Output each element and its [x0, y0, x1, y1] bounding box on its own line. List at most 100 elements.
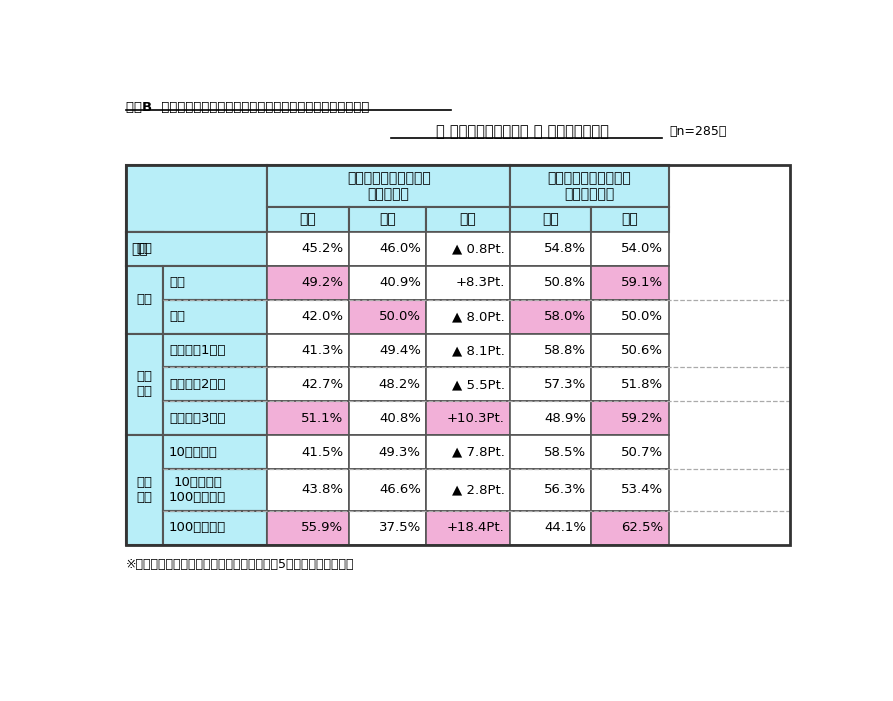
Bar: [163, 300, 267, 334]
Text: 女性: 女性: [169, 310, 185, 323]
Bar: [510, 435, 591, 469]
Text: 図表B  第７回「若手社員の仕事・会社に対する満足度」調査　／: 図表B 第７回「若手社員の仕事・会社に対する満足度」調査 ／: [126, 101, 369, 114]
Text: 54.8%: 54.8%: [544, 243, 586, 255]
Text: 55.9%: 55.9%: [301, 521, 343, 534]
Text: 変動: 変動: [460, 212, 477, 226]
Text: 49.2%: 49.2%: [301, 276, 343, 290]
Bar: [126, 165, 789, 545]
Text: 51.1%: 51.1%: [301, 411, 343, 425]
Text: 40.9%: 40.9%: [379, 276, 421, 290]
Text: 58.5%: 58.5%: [544, 446, 586, 458]
Bar: [267, 266, 349, 300]
Bar: [267, 402, 349, 435]
Bar: [510, 334, 591, 367]
Bar: [426, 469, 510, 511]
Bar: [510, 469, 591, 511]
Bar: [426, 367, 510, 402]
Bar: [349, 469, 426, 511]
Text: 56.3%: 56.3%: [544, 484, 586, 496]
Bar: [591, 334, 669, 367]
Bar: [163, 334, 267, 367]
Text: 49.4%: 49.4%: [379, 344, 421, 357]
Text: 40.8%: 40.8%: [379, 411, 421, 425]
Bar: [591, 266, 669, 300]
Text: 今回: 今回: [542, 212, 559, 226]
Bar: [426, 207, 510, 232]
Bar: [126, 334, 163, 435]
Text: １年後は勤務し続けて
いないと思う: １年後は勤務し続けて いないと思う: [547, 171, 631, 201]
Bar: [426, 402, 510, 435]
Text: 53.4%: 53.4%: [622, 484, 663, 496]
Bar: [510, 266, 591, 300]
Text: ▲ 8.1Pt.: ▲ 8.1Pt.: [452, 344, 505, 357]
Bar: [591, 232, 669, 266]
Text: 48.2%: 48.2%: [379, 378, 421, 391]
Text: 54.0%: 54.0%: [622, 243, 663, 255]
Bar: [349, 367, 426, 402]
Text: 59.2%: 59.2%: [622, 411, 663, 425]
Bar: [510, 165, 669, 207]
Text: ▲ 2.8Pt.: ▲ 2.8Pt.: [452, 484, 505, 496]
Text: 性別: 性別: [136, 293, 152, 306]
Text: 57.3%: 57.3%: [544, 378, 586, 391]
Text: ▲ 5.5Pt.: ▲ 5.5Pt.: [452, 378, 505, 391]
Text: 50.8%: 50.8%: [544, 276, 586, 290]
Bar: [426, 511, 510, 545]
Text: 62.5%: 62.5%: [622, 521, 663, 534]
Text: 43.8%: 43.8%: [301, 484, 343, 496]
Text: 45.2%: 45.2%: [301, 243, 343, 255]
Bar: [267, 334, 349, 367]
Text: ▲ 7.8Pt.: ▲ 7.8Pt.: [452, 446, 505, 458]
Text: 売上
規模: 売上 規模: [136, 476, 152, 504]
Text: 41.3%: 41.3%: [301, 344, 343, 357]
Bar: [591, 469, 669, 511]
Text: 58.8%: 58.8%: [544, 344, 586, 357]
Text: 51.8%: 51.8%: [622, 378, 663, 391]
Text: 10億円未満: 10億円未満: [169, 446, 218, 458]
Text: +10.3Pt.: +10.3Pt.: [446, 411, 505, 425]
Bar: [349, 402, 426, 435]
Bar: [126, 232, 267, 266]
Bar: [510, 511, 591, 545]
Text: 男性: 男性: [169, 276, 185, 290]
Bar: [349, 266, 426, 300]
Bar: [349, 232, 426, 266]
Bar: [426, 300, 510, 334]
Bar: [267, 367, 349, 402]
Text: 前回: 前回: [622, 212, 638, 226]
Bar: [510, 300, 591, 334]
Text: ▲ 8.0Pt.: ▲ 8.0Pt.: [452, 310, 505, 323]
Bar: [426, 266, 510, 300]
Text: 59.1%: 59.1%: [622, 276, 663, 290]
Bar: [349, 300, 426, 334]
Text: 37.5%: 37.5%: [379, 521, 421, 534]
Bar: [591, 511, 669, 545]
Text: 100億円以上: 100億円以上: [169, 521, 226, 534]
Bar: [163, 402, 267, 435]
Text: 新卒入社3年目: 新卒入社3年目: [169, 411, 225, 425]
Bar: [349, 511, 426, 545]
Text: 50.0%: 50.0%: [622, 310, 663, 323]
Text: 全体: 全体: [132, 242, 148, 256]
Text: 全体: 全体: [136, 243, 152, 255]
Bar: [126, 232, 163, 266]
Text: 新卒入社1年目: 新卒入社1年目: [169, 344, 225, 357]
Bar: [591, 367, 669, 402]
Text: ※背景色つきは、各属性最多の回答率または5ポイント以上の変動: ※背景色つきは、各属性最多の回答率または5ポイント以上の変動: [126, 559, 355, 571]
Bar: [163, 469, 267, 511]
Text: 58.0%: 58.0%: [544, 310, 586, 323]
Text: １年後は勤務し続けて
いると思う: １年後は勤務し続けて いると思う: [346, 171, 430, 201]
Bar: [126, 266, 163, 334]
Bar: [591, 207, 669, 232]
Bar: [591, 300, 669, 334]
Text: 41.5%: 41.5%: [301, 446, 343, 458]
Bar: [349, 334, 426, 367]
Bar: [426, 435, 510, 469]
Bar: [267, 232, 349, 266]
Text: 10億円以上
100億円未満: 10億円以上 100億円未満: [169, 476, 226, 504]
Text: 新卒入社2年目: 新卒入社2年目: [169, 378, 225, 391]
Text: 42.0%: 42.0%: [301, 310, 343, 323]
Bar: [163, 266, 267, 300]
Bar: [510, 232, 591, 266]
Text: 46.6%: 46.6%: [379, 484, 421, 496]
